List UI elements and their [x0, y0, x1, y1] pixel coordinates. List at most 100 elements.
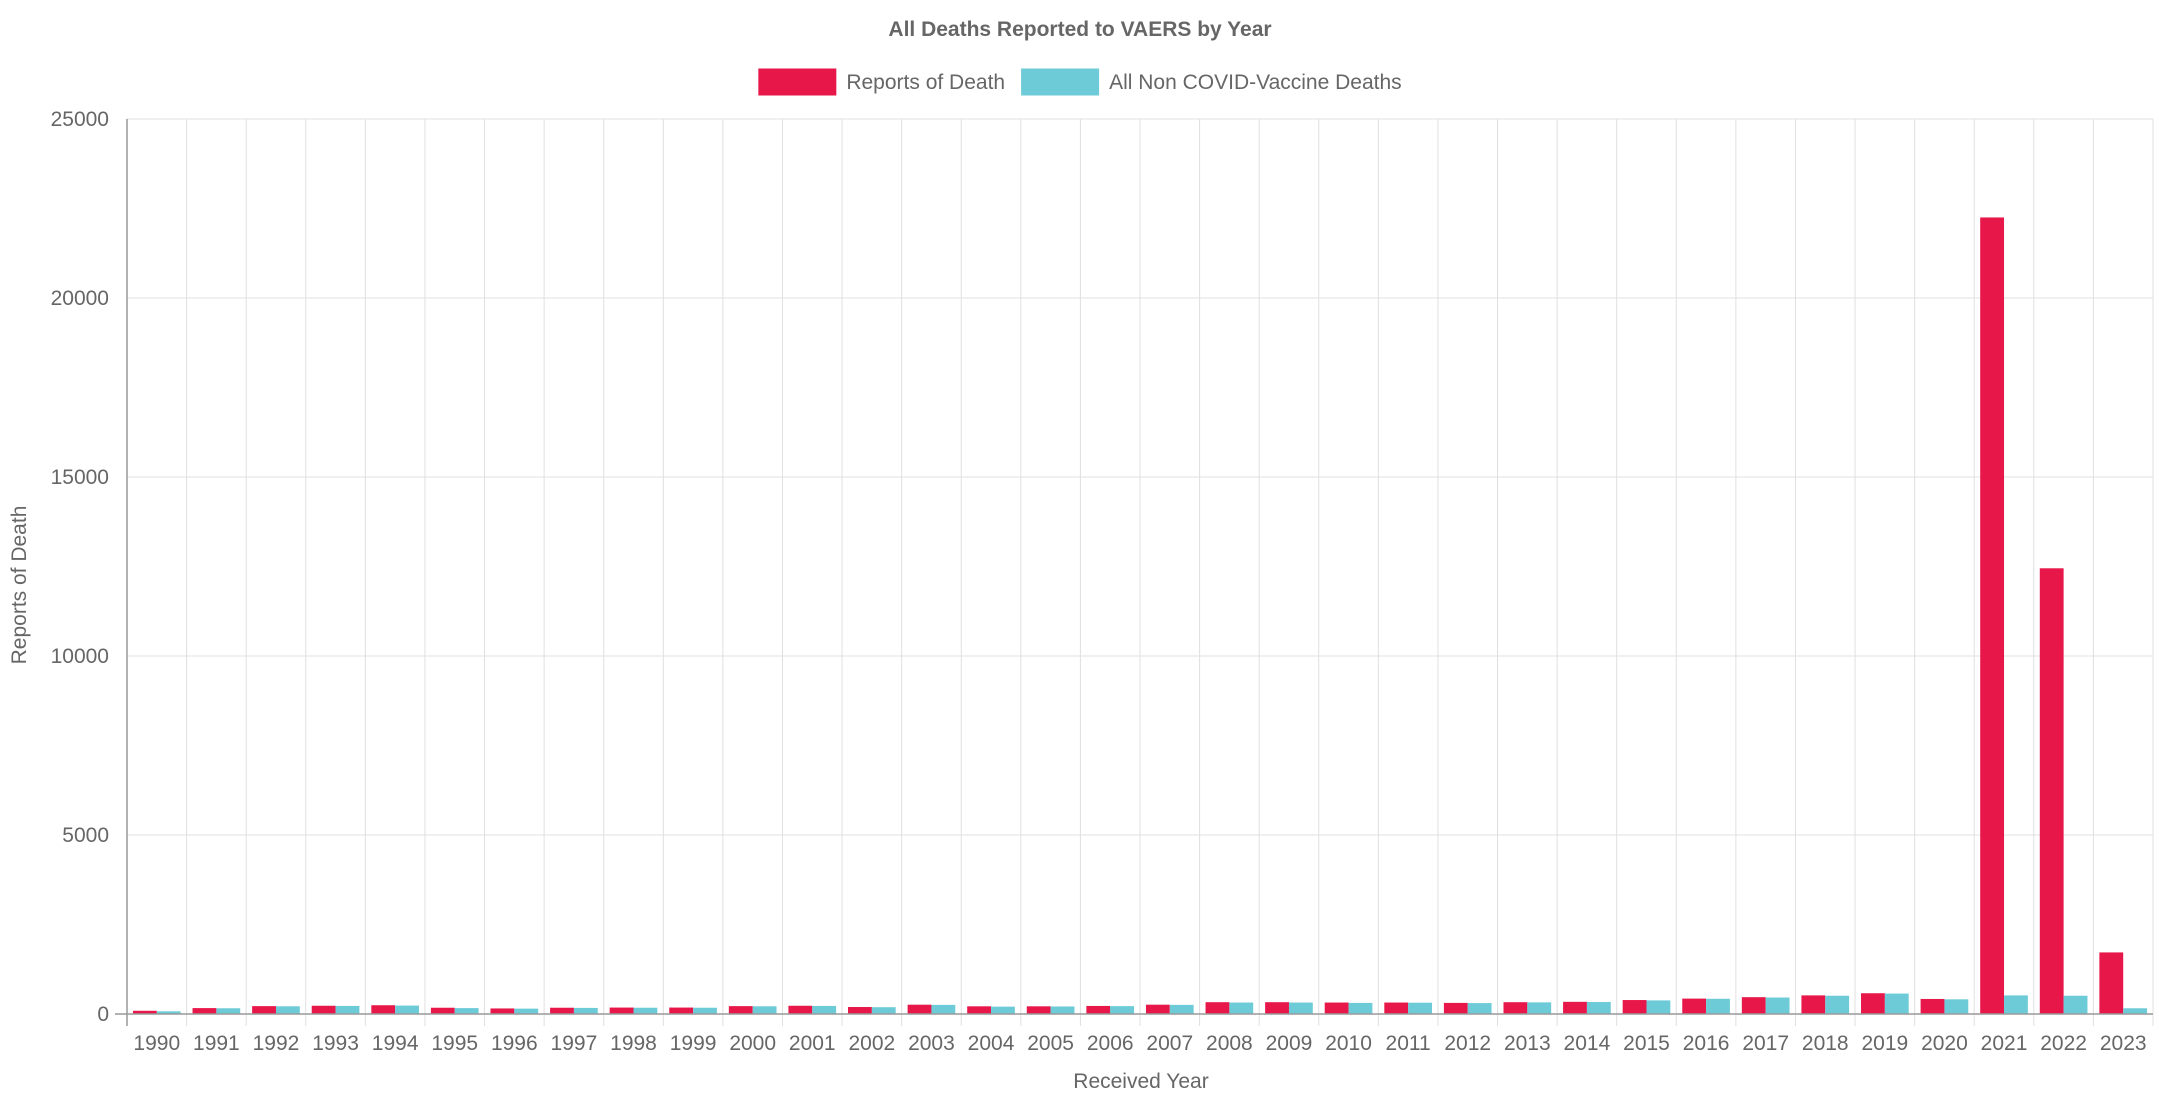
- bar-series-0-2017[interactable]: [1741, 997, 1766, 1014]
- x-tick-label: 2019: [1861, 1032, 1908, 1055]
- x-tick-label: 2021: [1981, 1032, 2028, 1055]
- bar-series-0-2008[interactable]: [1205, 1002, 1230, 1014]
- x-axis-title: Received Year: [1073, 1070, 1208, 1093]
- bar-series-1-2002[interactable]: [871, 1007, 896, 1014]
- x-tick-label: 1993: [312, 1032, 359, 1055]
- y-tick-label: 5000: [62, 824, 109, 847]
- bar-series-1-2005[interactable]: [1050, 1006, 1075, 1014]
- bar-series-1-1991[interactable]: [216, 1008, 241, 1014]
- bar-series-0-1995[interactable]: [430, 1007, 455, 1014]
- bar-series-0-2011[interactable]: [1384, 1002, 1409, 1014]
- x-tick-label: 2011: [1386, 1032, 1431, 1055]
- bar-series-0-2022[interactable]: [2039, 568, 2064, 1014]
- bar-series-1-1992[interactable]: [275, 1006, 300, 1014]
- legend-swatch-1[interactable]: [1021, 68, 1100, 96]
- x-tick-label: 2003: [908, 1032, 955, 1055]
- bar-series-0-2014[interactable]: [1563, 1001, 1587, 1014]
- y-axis-ticks: 0 5000 10000 15000 20000 25000: [51, 108, 109, 1026]
- x-tick-label: 2009: [1266, 1032, 1313, 1055]
- bar-series-0-2009[interactable]: [1265, 1002, 1289, 1014]
- x-tick-label: 2020: [1921, 1032, 1968, 1055]
- bar-series-1-2000[interactable]: [752, 1006, 777, 1014]
- bar-series-1-2014[interactable]: [1586, 1002, 1611, 1014]
- x-tick-label: 1998: [610, 1032, 657, 1055]
- x-tick-label: 1992: [253, 1032, 300, 1055]
- bar-series-1-1998[interactable]: [633, 1007, 658, 1014]
- bar-series-1-1997[interactable]: [573, 1007, 598, 1014]
- bar-series-0-2020[interactable]: [1920, 998, 1945, 1014]
- x-tick-label: 2013: [1504, 1032, 1551, 1055]
- x-tick-label: 1997: [551, 1032, 598, 1055]
- bar-series-1-1999[interactable]: [693, 1007, 717, 1014]
- x-tick-label: 2015: [1623, 1032, 1670, 1055]
- y-tick-label: 15000: [51, 466, 109, 489]
- bar-series-1-2006[interactable]: [1110, 1006, 1135, 1014]
- bar-series-1-2011[interactable]: [1408, 1002, 1432, 1014]
- bar-series-1-1995[interactable]: [454, 1008, 479, 1014]
- bar-series-0-2004[interactable]: [967, 1006, 992, 1014]
- bar-series-0-2003[interactable]: [907, 1004, 932, 1014]
- bar-series-0-1996[interactable]: [490, 1008, 515, 1014]
- bar-series-0-2015[interactable]: [1622, 1000, 1647, 1014]
- bar-series-0-2013[interactable]: [1503, 1002, 1528, 1014]
- bar-series-1-2001[interactable]: [812, 1005, 837, 1014]
- bar-series-0-2019[interactable]: [1861, 993, 1885, 1014]
- y-axis-title: Reports of Death: [8, 506, 31, 665]
- bar-series-0-2012[interactable]: [1443, 1002, 1468, 1014]
- y-tick-label: 20000: [51, 287, 109, 310]
- x-tick-label: 2004: [968, 1032, 1015, 1055]
- legend-label-1: All Non COVID-Vaccine Deaths: [1109, 71, 1402, 94]
- bar-series-1-1990[interactable]: [156, 1011, 181, 1014]
- bar-series-1-1993[interactable]: [335, 1005, 360, 1014]
- bar-series-1-2003[interactable]: [931, 1004, 956, 1014]
- bar-series-0-1993[interactable]: [311, 1005, 336, 1014]
- bar-series-0-2010[interactable]: [1324, 1002, 1349, 1014]
- bar-series-1-2007[interactable]: [1169, 1004, 1194, 1014]
- y-tick-label: 25000: [51, 108, 109, 131]
- bar-series-1-2017[interactable]: [1765, 997, 1790, 1014]
- bar-series-1-2023[interactable]: [2123, 1008, 2148, 1014]
- bar-series-0-2018[interactable]: [1801, 995, 1826, 1014]
- x-tick-label: 2002: [848, 1032, 895, 1055]
- bar-series-0-2006[interactable]: [1086, 1005, 1111, 1014]
- x-tick-label: 1990: [133, 1032, 180, 1055]
- bar-series-1-1996[interactable]: [514, 1008, 539, 1014]
- bar-series-0-2000[interactable]: [728, 1006, 753, 1014]
- bar-series-0-1994[interactable]: [371, 1005, 396, 1014]
- bar-series-1-1994[interactable]: [395, 1005, 419, 1014]
- bar-series-1-2012[interactable]: [1467, 1003, 1492, 1014]
- bar-series-0-1997[interactable]: [550, 1007, 574, 1014]
- bar-series-0-2001[interactable]: [788, 1005, 813, 1014]
- bar-series-0-1999[interactable]: [669, 1007, 694, 1014]
- x-tick-label: 2006: [1087, 1032, 1134, 1055]
- x-tick-label: 2005: [1027, 1032, 1074, 1055]
- x-tick-label: 2018: [1802, 1032, 1849, 1055]
- legend-swatch-0[interactable]: [758, 68, 837, 96]
- bar-series-1-2016[interactable]: [1706, 998, 1730, 1014]
- bar-series-1-2022[interactable]: [2063, 995, 2088, 1014]
- bar-series-0-2016[interactable]: [1682, 998, 1707, 1014]
- x-tick-label: 2017: [1742, 1032, 1789, 1055]
- bar-series-1-2008[interactable]: [1229, 1002, 1254, 1014]
- bar-series-1-2018[interactable]: [1825, 995, 1850, 1014]
- bar-series-0-1991[interactable]: [192, 1008, 217, 1014]
- bar-series-0-1992[interactable]: [252, 1006, 276, 1014]
- bar-series-0-1990[interactable]: [132, 1010, 157, 1014]
- bar-series-1-2019[interactable]: [1884, 993, 1909, 1014]
- bar-series-0-2002[interactable]: [848, 1007, 872, 1014]
- bar-series-1-2010[interactable]: [1348, 1002, 1373, 1014]
- bar-series-1-2020[interactable]: [1944, 999, 1969, 1014]
- bar-series-1-2021[interactable]: [2004, 995, 2028, 1014]
- bars: [132, 217, 2148, 1014]
- bar-series-0-2005[interactable]: [1026, 1006, 1051, 1014]
- bar-series-1-2015[interactable]: [1646, 1000, 1671, 1014]
- x-tick-label: 1991: [193, 1032, 240, 1055]
- bar-series-0-2021[interactable]: [1980, 217, 2005, 1014]
- bar-series-1-2013[interactable]: [1527, 1002, 1552, 1014]
- bar-series-0-2007[interactable]: [1145, 1004, 1170, 1014]
- bar-series-0-2023[interactable]: [2099, 952, 2124, 1014]
- bar-series-1-2004[interactable]: [991, 1006, 1015, 1014]
- bar-series-1-2009[interactable]: [1288, 1002, 1313, 1014]
- bar-series-0-1998[interactable]: [609, 1007, 634, 1014]
